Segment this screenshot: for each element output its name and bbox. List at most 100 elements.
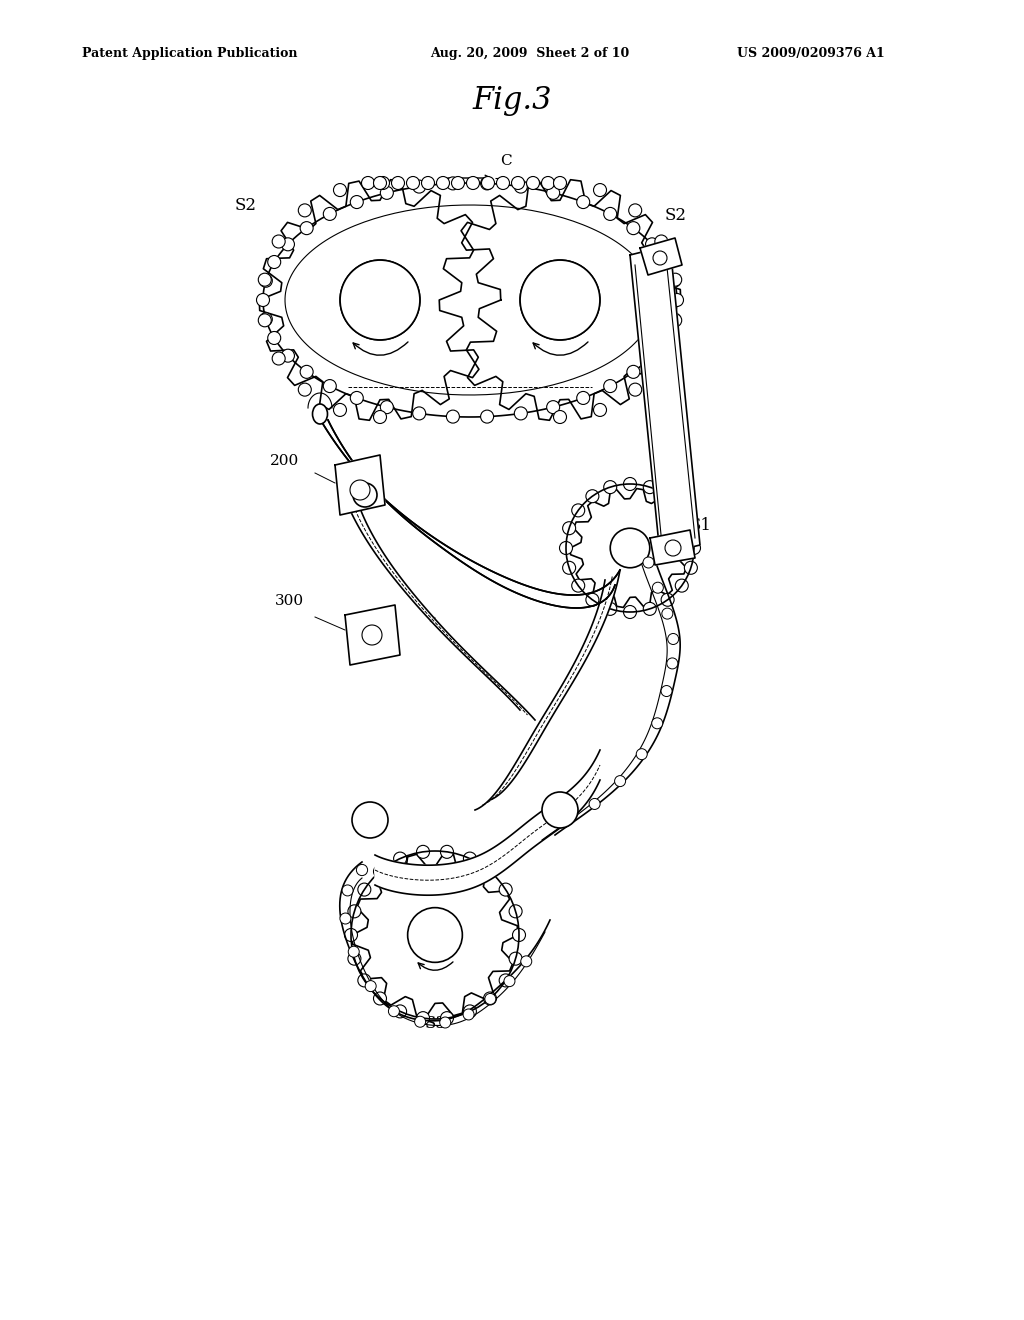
Circle shape xyxy=(514,407,527,420)
Circle shape xyxy=(374,865,386,878)
Circle shape xyxy=(643,557,654,568)
Circle shape xyxy=(422,177,434,190)
Circle shape xyxy=(380,186,393,199)
Circle shape xyxy=(629,203,642,216)
Circle shape xyxy=(643,480,656,494)
Circle shape xyxy=(571,504,585,517)
Circle shape xyxy=(671,293,683,306)
Circle shape xyxy=(589,799,600,809)
Circle shape xyxy=(334,183,346,197)
Circle shape xyxy=(352,803,388,838)
Polygon shape xyxy=(439,180,681,420)
Circle shape xyxy=(504,975,515,986)
Circle shape xyxy=(300,366,313,379)
Circle shape xyxy=(667,657,678,669)
Circle shape xyxy=(408,908,463,962)
Circle shape xyxy=(439,1016,451,1028)
Circle shape xyxy=(521,956,531,966)
Circle shape xyxy=(645,238,658,251)
Circle shape xyxy=(668,313,681,326)
Ellipse shape xyxy=(312,404,328,424)
Polygon shape xyxy=(352,853,518,1018)
Circle shape xyxy=(668,634,679,644)
Circle shape xyxy=(684,521,697,535)
Text: S3: S3 xyxy=(425,1015,447,1032)
Circle shape xyxy=(272,235,285,248)
Circle shape xyxy=(377,177,389,190)
Text: 200: 200 xyxy=(270,454,299,469)
Text: Fig.3: Fig.3 xyxy=(472,84,552,116)
Circle shape xyxy=(259,313,272,326)
Circle shape xyxy=(361,177,375,190)
Circle shape xyxy=(684,561,697,574)
Circle shape xyxy=(417,1011,429,1024)
Circle shape xyxy=(604,207,616,220)
Circle shape xyxy=(629,383,642,396)
Circle shape xyxy=(417,845,429,858)
Circle shape xyxy=(348,946,359,957)
Circle shape xyxy=(464,1005,476,1018)
Circle shape xyxy=(627,366,640,379)
Circle shape xyxy=(256,293,269,306)
Circle shape xyxy=(509,904,522,917)
Circle shape xyxy=(509,952,522,965)
Circle shape xyxy=(415,1016,426,1027)
Circle shape xyxy=(272,352,285,366)
Text: S1: S1 xyxy=(690,517,712,535)
Circle shape xyxy=(350,195,364,209)
Circle shape xyxy=(645,350,658,362)
Circle shape xyxy=(571,579,585,593)
Circle shape xyxy=(357,974,371,987)
Circle shape xyxy=(344,928,357,941)
Circle shape xyxy=(374,177,386,190)
Circle shape xyxy=(440,1011,454,1024)
Circle shape xyxy=(300,222,313,235)
Circle shape xyxy=(659,256,673,268)
Circle shape xyxy=(499,883,512,896)
Circle shape xyxy=(267,331,281,345)
Circle shape xyxy=(662,490,674,503)
Circle shape xyxy=(651,718,663,729)
Circle shape xyxy=(604,380,616,392)
Circle shape xyxy=(659,331,673,345)
Circle shape xyxy=(480,411,494,424)
Circle shape xyxy=(480,177,494,190)
Circle shape xyxy=(669,273,682,286)
Circle shape xyxy=(356,865,368,875)
Circle shape xyxy=(340,260,420,341)
Text: 300: 300 xyxy=(275,594,304,609)
Circle shape xyxy=(374,993,386,1005)
Circle shape xyxy=(463,1008,474,1020)
Polygon shape xyxy=(345,605,400,665)
Circle shape xyxy=(366,981,376,991)
Circle shape xyxy=(380,401,393,413)
Circle shape xyxy=(298,203,311,216)
Circle shape xyxy=(577,392,590,404)
Circle shape xyxy=(586,593,599,606)
Polygon shape xyxy=(640,238,682,275)
Circle shape xyxy=(542,792,578,828)
Circle shape xyxy=(267,256,281,268)
Circle shape xyxy=(258,314,271,327)
Circle shape xyxy=(654,235,668,248)
Circle shape xyxy=(586,490,599,503)
Circle shape xyxy=(577,195,590,209)
Circle shape xyxy=(514,180,527,193)
Circle shape xyxy=(324,207,336,220)
Circle shape xyxy=(446,177,460,190)
Polygon shape xyxy=(335,455,385,515)
Circle shape xyxy=(627,222,640,235)
Circle shape xyxy=(547,186,560,199)
Circle shape xyxy=(388,1006,399,1016)
Circle shape xyxy=(499,974,512,987)
Circle shape xyxy=(624,606,637,619)
Circle shape xyxy=(334,404,346,416)
Circle shape xyxy=(654,352,668,366)
Circle shape xyxy=(594,183,606,197)
Circle shape xyxy=(374,411,386,424)
Circle shape xyxy=(526,177,540,190)
Circle shape xyxy=(497,177,510,190)
Circle shape xyxy=(413,180,426,193)
Circle shape xyxy=(348,952,360,965)
Polygon shape xyxy=(630,246,700,554)
